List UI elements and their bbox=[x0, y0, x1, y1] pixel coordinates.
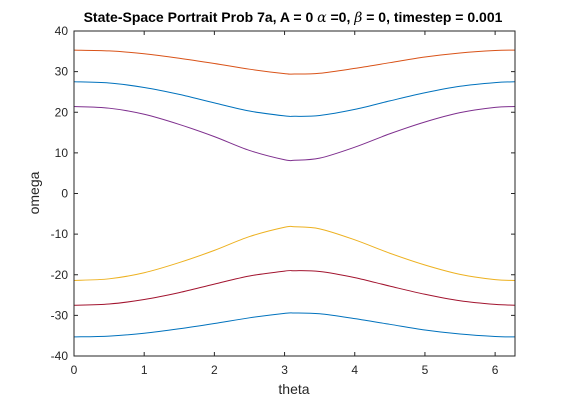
y-tick-label: -40 bbox=[51, 349, 69, 363]
series-line-3 bbox=[73, 106, 516, 162]
y-tick-label: 20 bbox=[55, 105, 69, 119]
x-tick-label: 4 bbox=[351, 363, 358, 377]
series-layer bbox=[73, 49, 516, 338]
series-line-4 bbox=[73, 225, 516, 281]
y-tick-label: 0 bbox=[61, 187, 68, 201]
y-tick-label: -10 bbox=[51, 227, 69, 241]
y-axis-ticks: 40 30 20 10 0 -10 -20 -30 -40 bbox=[51, 24, 515, 363]
x-tick-label: 5 bbox=[422, 363, 429, 377]
x-axis-label: theta bbox=[278, 381, 309, 397]
series-line-5 bbox=[73, 270, 516, 306]
x-tick-label: 3 bbox=[281, 363, 288, 377]
series-line-2 bbox=[73, 81, 516, 117]
y-tick-label: 10 bbox=[55, 146, 69, 160]
y-tick-label: -20 bbox=[51, 268, 69, 282]
x-tick-label: 1 bbox=[141, 363, 148, 377]
x-tick-label: 0 bbox=[71, 363, 78, 377]
x-axis-ticks: 0 1 2 3 4 5 6 bbox=[71, 31, 499, 377]
y-tick-label: -30 bbox=[51, 308, 69, 322]
chart-title: State-Space Portrait Prob 7a, A = 0 α =0… bbox=[84, 9, 503, 26]
x-tick-label: 2 bbox=[211, 363, 218, 377]
series-line-6 bbox=[73, 312, 516, 338]
series-line-1 bbox=[73, 49, 516, 75]
plot-frame bbox=[73, 30, 516, 357]
plot-area bbox=[74, 31, 515, 356]
y-tick-label: 40 bbox=[55, 24, 69, 38]
y-tick-label: 30 bbox=[55, 65, 69, 79]
x-tick-label: 6 bbox=[492, 363, 499, 377]
y-axis-label: omega bbox=[26, 171, 42, 214]
